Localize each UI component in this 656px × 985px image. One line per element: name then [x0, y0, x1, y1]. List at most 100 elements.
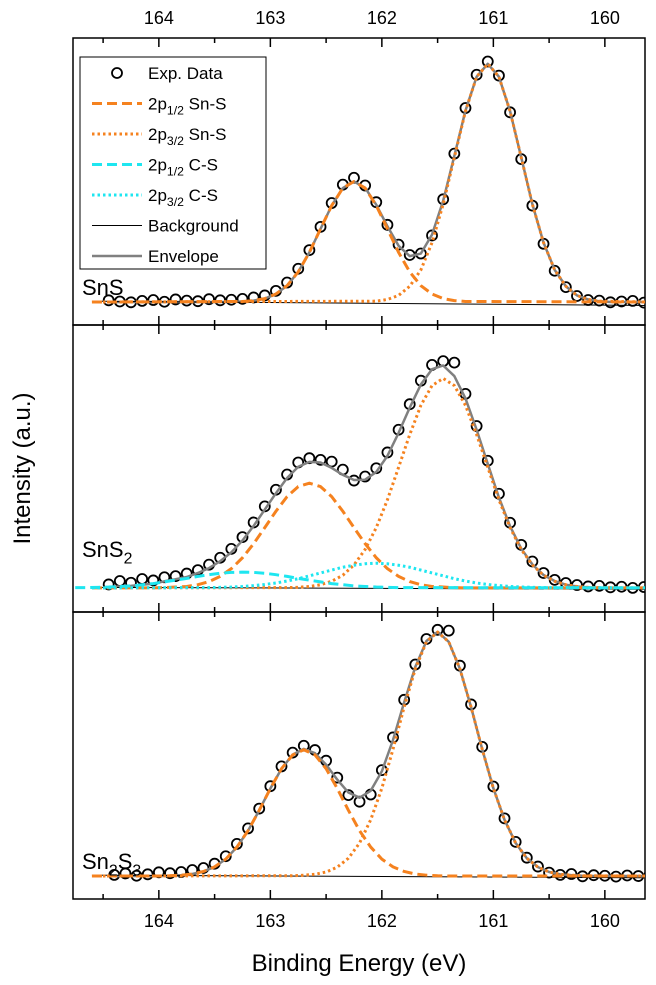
data-point: [314, 453, 327, 466]
fit-line: [91, 561, 645, 590]
text-part: S: [118, 849, 133, 874]
subscript: 2: [109, 863, 118, 880]
text-part: Background: [148, 217, 239, 236]
x-tick-label: 161: [478, 8, 508, 28]
fit-line: [91, 180, 645, 304]
legend-label: 2p1/2 C-S: [148, 156, 218, 179]
data-point: [197, 862, 210, 874]
plot-area: [75, 355, 656, 594]
data-point: [643, 871, 645, 880]
legend-label: Background: [148, 217, 239, 236]
text-part: 2p: [148, 156, 167, 175]
fit-line: [114, 630, 645, 878]
data-point: [650, 297, 656, 307]
fit-line: [91, 630, 645, 878]
fit-line: [75, 570, 645, 590]
fit-line: [91, 481, 645, 590]
data-point: [520, 851, 533, 864]
x-tick-label: 164: [144, 911, 174, 931]
subscript: 2: [124, 551, 133, 568]
panel-label: Sn2S3: [82, 849, 141, 880]
legend-label: 2p3/2 Sn-S: [148, 125, 226, 148]
data-point: [381, 218, 394, 231]
x-tick-label: 162: [367, 911, 397, 931]
text-part: C-S: [184, 186, 218, 205]
data-point: [102, 578, 115, 591]
data-point: [532, 860, 544, 873]
subscript: 3/2: [167, 195, 184, 209]
x-tick-label: 160: [590, 911, 620, 931]
subscript: 1/2: [167, 104, 184, 118]
fit-line: [108, 364, 645, 590]
data-point: [113, 575, 126, 587]
panel-frame: [72, 324, 646, 613]
plot-area: [91, 55, 656, 309]
data-point: [136, 573, 149, 585]
data-point: [236, 292, 249, 305]
subscript: 1/2: [167, 165, 184, 179]
legend-label: Exp. Data: [148, 64, 223, 83]
legend-marker: [111, 67, 123, 79]
data-point: [559, 281, 572, 294]
x-tick-label: 163: [255, 8, 285, 28]
fit-line: [91, 376, 645, 590]
data-point: [303, 244, 316, 256]
panel-label: SnS2: [82, 537, 132, 568]
data-point: [498, 812, 511, 825]
data-point: [147, 294, 160, 306]
legend-label: Envelope: [148, 247, 219, 266]
data-point: [242, 822, 254, 835]
x-tick-label: 161: [478, 911, 508, 931]
data-point: [509, 835, 522, 848]
data-point: [448, 356, 461, 369]
legend-label: 2p1/2 Sn-S: [148, 95, 226, 118]
text-part: 2p: [148, 186, 167, 205]
x-tick-label: 160: [590, 8, 620, 28]
data-point: [141, 868, 154, 881]
data-point: [537, 567, 550, 579]
x-tick-label: 163: [255, 911, 285, 931]
data-point: [650, 583, 656, 593]
subscript: 3/2: [167, 134, 184, 148]
text-part: Sn-S: [184, 125, 227, 144]
data-point: [164, 867, 176, 880]
x-axis-label: Binding Energy (eV): [252, 950, 467, 977]
subscript: 3: [132, 863, 141, 880]
data-point: [169, 293, 182, 306]
text-part: Envelope: [148, 247, 219, 266]
text-part: C-S: [184, 156, 218, 175]
data-point: [253, 802, 266, 815]
data-point: [219, 850, 232, 863]
data-point: [169, 570, 182, 583]
text-part: 2p: [148, 125, 167, 144]
fit-line: [91, 748, 645, 878]
text-part: Sn-S: [184, 95, 227, 114]
fit-line: [91, 62, 645, 304]
text-part: 2p: [148, 95, 167, 114]
data-point: [203, 293, 215, 306]
text-part: SnS: [82, 275, 124, 300]
plot-area: [91, 623, 645, 883]
y-axis-label: Intensity (a.u.): [9, 392, 36, 544]
data-point: [442, 624, 455, 637]
data-point: [119, 867, 132, 880]
text-part: Sn: [82, 849, 109, 874]
panel-label: SnS: [82, 275, 124, 300]
data-point: [548, 264, 561, 277]
panel-frame: [72, 611, 646, 900]
text-part: Exp. Data: [148, 64, 223, 83]
data-point: [225, 293, 238, 306]
data-point: [147, 574, 160, 587]
data-point: [481, 55, 494, 68]
data-point: [426, 229, 438, 242]
legend-label: 2p3/2 C-S: [148, 186, 218, 209]
text-part: SnS: [82, 537, 124, 562]
data-point: [331, 771, 344, 784]
data-point: [593, 579, 606, 592]
data-point: [431, 623, 444, 636]
x-tick-label: 162: [367, 8, 397, 28]
x-tick-label: 164: [144, 8, 174, 28]
data-point: [102, 294, 115, 307]
